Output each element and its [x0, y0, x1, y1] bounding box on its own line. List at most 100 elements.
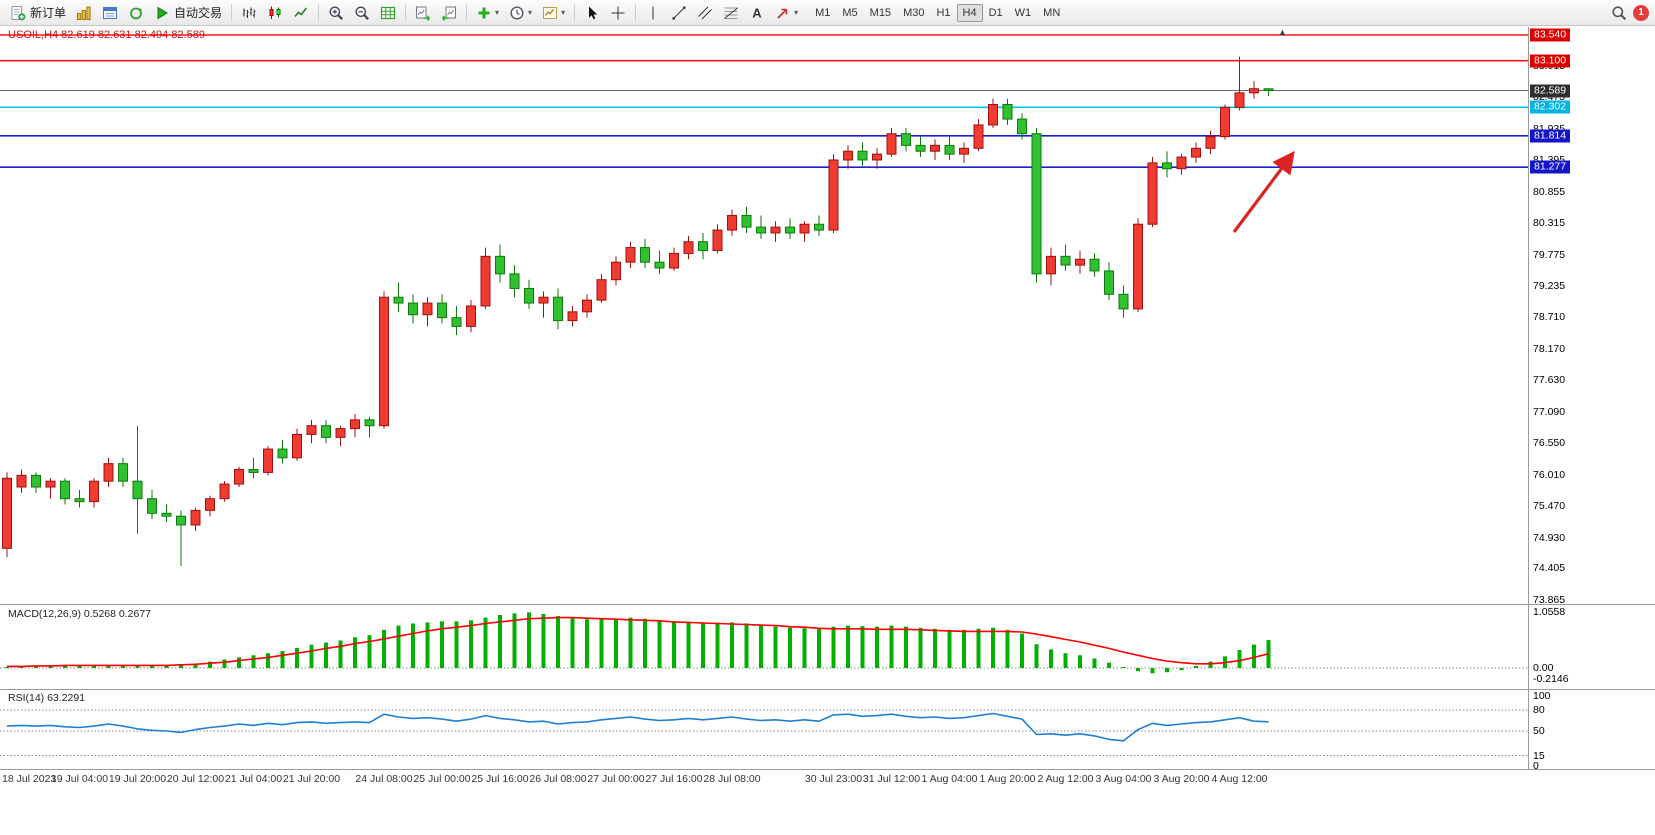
- templates-button[interactable]: ▾: [538, 2, 569, 23]
- panel-separator[interactable]: [0, 604, 1655, 605]
- svg-text:A: A: [752, 5, 762, 20]
- candle-body: [901, 133, 911, 146]
- macd-bar: [92, 664, 96, 668]
- time-label: 25 Jul 16:00: [471, 773, 529, 785]
- macd-bar: [585, 619, 589, 668]
- candle-body: [988, 103, 998, 126]
- line-chart-button[interactable]: [289, 2, 313, 23]
- crosshair-button[interactable]: [606, 2, 630, 23]
- toolbar-separator: [466, 4, 468, 21]
- bar-chart-button[interactable]: [237, 2, 261, 23]
- candle-body: [698, 241, 708, 251]
- macd-axis-tick: 1.0558: [1533, 606, 1566, 619]
- auto-trading-button[interactable]: 自动交易: [150, 2, 226, 23]
- trendline-button[interactable]: [667, 2, 691, 23]
- macd-bar: [77, 665, 82, 668]
- candle-body: [350, 419, 360, 430]
- macd-bar: [251, 655, 256, 668]
- macd-bar: [295, 647, 299, 668]
- zoom-out-button[interactable]: [350, 2, 374, 23]
- vertical-line-button[interactable]: [641, 2, 665, 23]
- rsi-axis-tick: 100: [1533, 690, 1551, 702]
- timeframe-m1-button[interactable]: M1: [815, 6, 831, 19]
- macd-bar: [382, 629, 386, 668]
- search-button[interactable]: [1607, 2, 1631, 23]
- time-label: 20 Jul 12:00: [166, 773, 225, 785]
- macd-bar: [831, 626, 836, 668]
- candle-body: [973, 124, 984, 149]
- timeframe-w1-button[interactable]: W1: [1014, 6, 1032, 19]
- macd-bar: [353, 637, 357, 668]
- macd-bar: [1237, 649, 1242, 668]
- candle-body: [306, 425, 317, 435]
- candle-body: [886, 133, 897, 155]
- price-tick: 74.930: [1533, 531, 1566, 544]
- time-label: 27 Jul 16:00: [645, 773, 703, 785]
- cursor-button[interactable]: [580, 2, 604, 23]
- macd-bar: [686, 621, 691, 668]
- toolbar-separator: [231, 4, 233, 21]
- candle-body: [1162, 162, 1172, 170]
- time-label: 3 Aug 04:00: [1095, 773, 1152, 785]
- candle-body: [147, 498, 157, 514]
- notification-badge[interactable]: 1: [1633, 4, 1649, 21]
- time-label: 3 Aug 20:00: [1153, 773, 1210, 785]
- candle-body: [277, 448, 288, 459]
- macd-bar: [338, 640, 343, 668]
- macd-bar: [788, 627, 792, 668]
- toolbar: 新订单 自动交易 ▾ ▾ ▾ A ▾ M1 M5 M15 M30 H1 H4 D1 W1 MN 1: [0, 0, 1655, 26]
- fibonacci-button[interactable]: [719, 2, 743, 23]
- navigator-button[interactable]: [124, 2, 148, 23]
- candle-body: [857, 150, 868, 161]
- new-order-button[interactable]: 新订单: [6, 2, 70, 23]
- time-label: 21 Jul 04:00: [224, 773, 283, 785]
- candle-body: [1191, 147, 1201, 158]
- periods-button[interactable]: ▾: [505, 2, 536, 23]
- macd-axis-tick: -0.2146: [1533, 673, 1569, 686]
- data-window-button[interactable]: [98, 2, 122, 23]
- macd-bar: [860, 626, 865, 668]
- macd-bar: [628, 617, 633, 668]
- timeframe-m30-button[interactable]: M30: [903, 6, 925, 19]
- panel-separator[interactable]: [0, 689, 1655, 690]
- market-watch-button[interactable]: [72, 2, 96, 23]
- macd-bar: [1020, 633, 1024, 668]
- timeframe-h1-button[interactable]: H1: [936, 6, 951, 19]
- candle-body: [538, 296, 549, 304]
- time-label: 24 Jul 08:00: [355, 773, 413, 785]
- price-tick: 76.550: [1533, 437, 1566, 450]
- timeframe-mn-button[interactable]: MN: [1043, 6, 1061, 19]
- text-button[interactable]: A: [745, 2, 769, 23]
- price-axis[interactable]: 83.01582.47581.93581.39580.85580.31579.7…: [1528, 27, 1655, 772]
- candlestick-chart-button[interactable]: [263, 2, 287, 23]
- arrows-button[interactable]: ▾: [771, 2, 802, 23]
- trend-arrow-annotation[interactable]: [1232, 150, 1295, 233]
- candle-body: [74, 498, 85, 503]
- main-chart[interactable]: [0, 27, 1528, 605]
- candle-body: [1263, 88, 1274, 92]
- timeframe-h4-button[interactable]: H4: [956, 3, 983, 22]
- macd-bar: [469, 620, 473, 668]
- timeframe-d1-button[interactable]: D1: [988, 6, 1003, 19]
- time-label: 19 Jul 04:00: [50, 773, 109, 785]
- chart-shift-button[interactable]: [411, 2, 435, 23]
- candle-body: [930, 144, 940, 152]
- gold-chart-icon: [76, 5, 92, 21]
- tile-windows-button[interactable]: [376, 2, 400, 23]
- indicators-button[interactable]: ▾: [472, 2, 503, 23]
- auto-scroll-button[interactable]: [437, 2, 461, 23]
- timeframe-m5-button[interactable]: M5: [842, 6, 858, 19]
- candle-body: [828, 159, 839, 231]
- timeframe-m15-button[interactable]: M15: [869, 6, 892, 19]
- macd-bar: [759, 625, 763, 668]
- time-axis[interactable]: 18 Jul 2023 19 Jul 04:00 19 Jul 20:00 20 Ju…: [0, 770, 1528, 792]
- candle-body: [161, 512, 172, 517]
- macd-bar: [1034, 644, 1039, 668]
- candle-body: [132, 480, 143, 500]
- channel-button[interactable]: [693, 2, 717, 23]
- candle-body: [567, 311, 578, 322]
- macd-bar: [1049, 649, 1053, 668]
- zoom-in-button[interactable]: [324, 2, 348, 23]
- chart-title: USOIL,H4 82.619 82.631 82.494 82.589: [8, 29, 205, 41]
- auto-trading-button-label: 自动交易: [174, 6, 223, 20]
